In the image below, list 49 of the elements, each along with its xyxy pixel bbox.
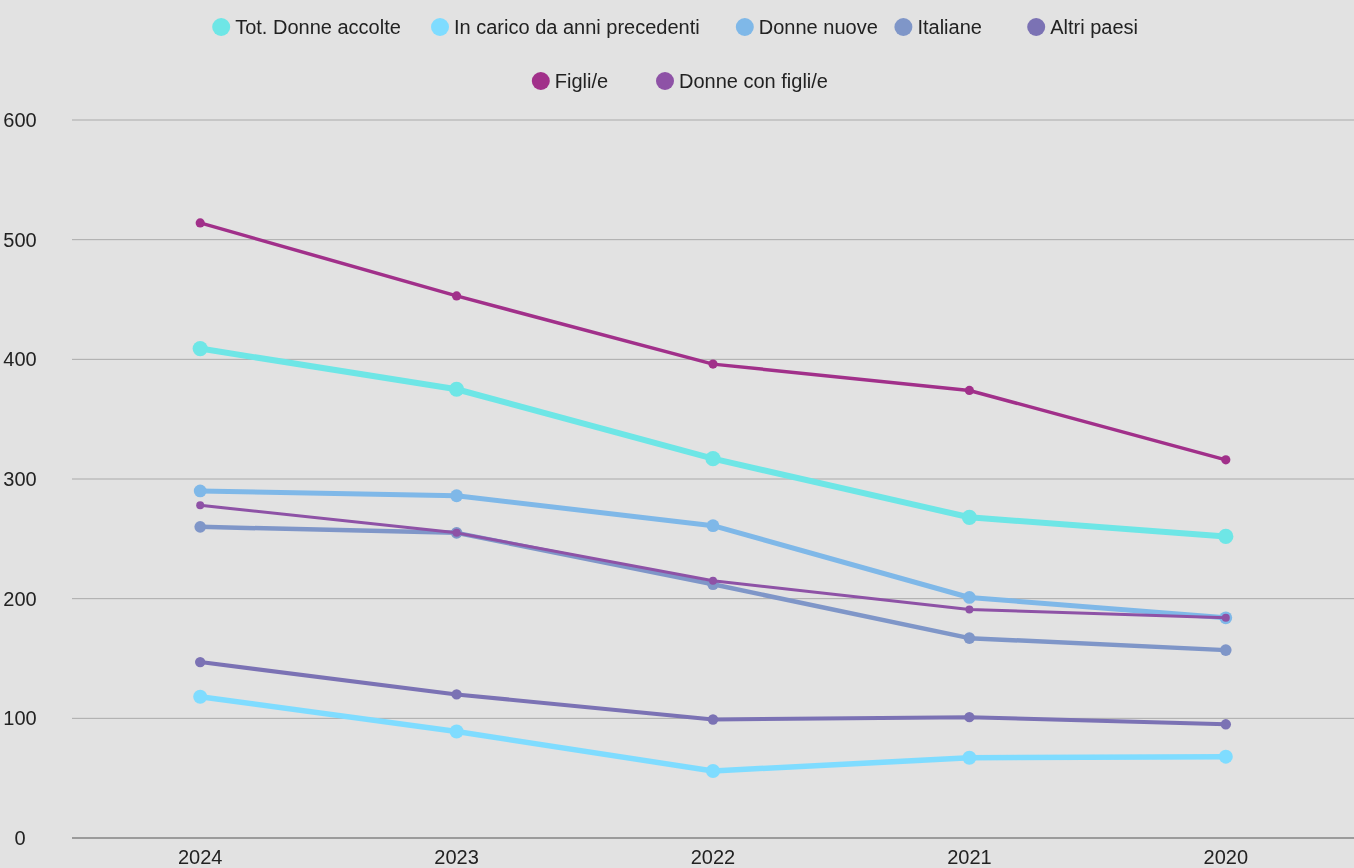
x-tick-label: 2021 <box>947 846 992 868</box>
point <box>1218 528 1234 545</box>
x-tick-label: 2020 <box>1203 846 1249 868</box>
legend-label: In carico da anni precedenti <box>454 16 700 38</box>
legend-label: Altri paesi <box>1050 16 1139 38</box>
legend-label: Italiane <box>917 16 982 38</box>
point <box>196 501 205 510</box>
point <box>194 521 206 533</box>
point <box>192 340 208 357</box>
point <box>195 218 205 228</box>
point <box>962 750 977 765</box>
x-tick-label: 2024 <box>177 846 223 868</box>
y-tick-label: 200 <box>3 587 37 610</box>
y-tick-label: 400 <box>3 348 37 371</box>
point <box>449 724 464 739</box>
x-tick-label: 2022 <box>690 846 736 868</box>
point <box>449 381 465 397</box>
y-tick-label: 600 <box>3 109 37 131</box>
point <box>195 656 206 668</box>
point <box>709 576 717 585</box>
point <box>1220 644 1232 656</box>
point <box>705 451 721 467</box>
point <box>193 484 207 498</box>
point <box>964 711 975 723</box>
legend-label: Figli/e <box>554 70 609 92</box>
y-tick-label: 100 <box>3 707 37 730</box>
point <box>708 359 718 369</box>
legend-label: Donne con figli/e <box>679 70 828 92</box>
legend-label: Tot. Donne accolte <box>235 16 401 38</box>
point <box>963 632 976 644</box>
point <box>964 385 974 396</box>
y-tick-label: 300 <box>3 468 37 490</box>
point <box>706 519 720 533</box>
point <box>1218 749 1233 764</box>
point <box>1221 455 1231 465</box>
legend-label: Donne nuove <box>758 16 878 38</box>
point <box>193 689 208 704</box>
point <box>965 605 974 614</box>
point <box>451 689 462 700</box>
point <box>707 714 719 725</box>
y-tick-label: 500 <box>3 228 37 251</box>
point <box>706 763 720 778</box>
point <box>963 591 976 604</box>
x-tick-label: 2023 <box>434 846 479 868</box>
point <box>452 291 462 301</box>
point <box>450 489 463 503</box>
point <box>1220 719 1231 730</box>
y-tick-label: 0 <box>14 827 26 849</box>
point <box>961 509 977 525</box>
